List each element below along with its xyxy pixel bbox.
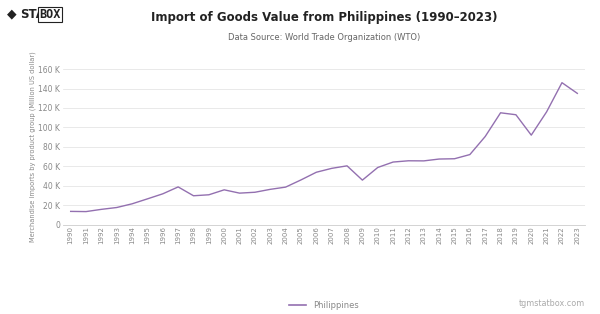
Text: ◆: ◆ [7, 8, 17, 21]
Text: tgmstatbox.com: tgmstatbox.com [519, 299, 585, 308]
Text: STAT: STAT [20, 8, 52, 21]
Text: Import of Goods Value from Philippines (1990–2023): Import of Goods Value from Philippines (… [151, 11, 497, 24]
Text: BOX: BOX [39, 8, 61, 21]
Legend: Philippines: Philippines [286, 298, 362, 314]
Y-axis label: Merchandise imports by product group (Million US dollar): Merchandise imports by product group (Mi… [29, 51, 35, 242]
Text: Data Source: World Trade Organization (WTO): Data Source: World Trade Organization (W… [228, 33, 420, 42]
